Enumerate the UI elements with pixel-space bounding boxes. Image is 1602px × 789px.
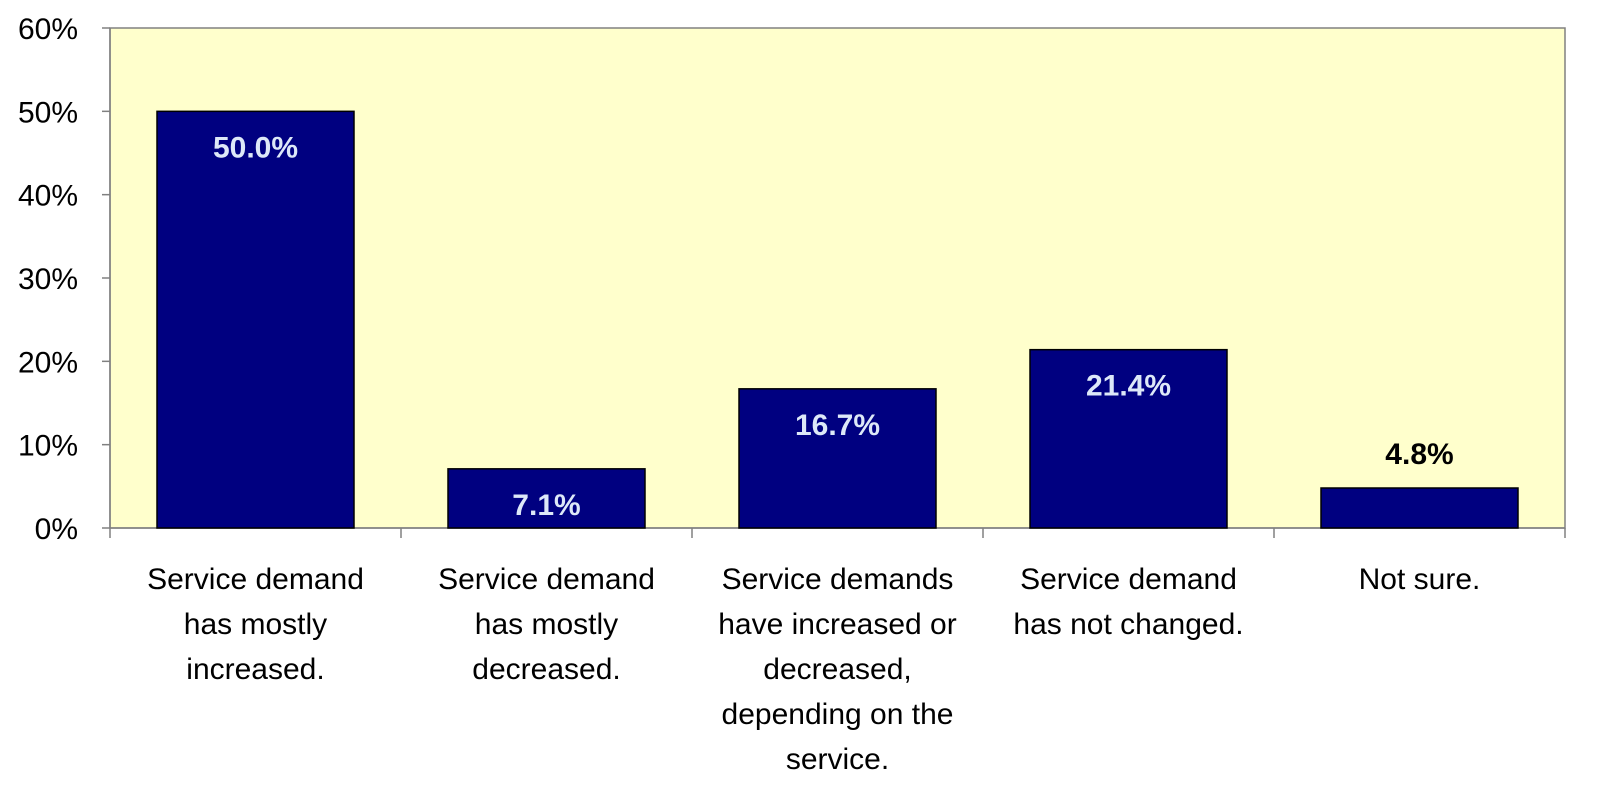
y-tick-label: 50% — [18, 96, 78, 129]
x-tick-label: Service demand has mostly increased. — [147, 563, 364, 686]
x-tick-label: Service demand has not changed. — [1013, 563, 1243, 641]
bar — [1029, 348, 1228, 529]
data-label: 50.0% — [213, 131, 298, 164]
category-labels: Service demand has mostly increased. Servic… — [147, 563, 1480, 776]
bar — [447, 468, 646, 529]
x-axis — [109, 527, 1566, 538]
y-tick-label: 30% — [18, 263, 78, 296]
data-label: 16.7% — [795, 409, 880, 442]
y-tick-label: 20% — [18, 346, 78, 379]
x-tick-label: Service demand has mostly decreased. — [438, 563, 655, 686]
y-tick-label: 60% — [18, 13, 78, 46]
bar — [1320, 487, 1519, 529]
y-tick-label: 10% — [18, 430, 78, 463]
data-labels: 50.0% 7.1% 16.7% 21.4% 4.8% — [213, 131, 1454, 522]
y-axis: 0% 10% 20% 30% 40% 50% 60% — [18, 13, 111, 546]
bar — [156, 110, 355, 529]
bar — [738, 388, 937, 529]
bar-series — [156, 110, 1519, 529]
x-tick-label: Not sure. — [1359, 563, 1481, 596]
x-tick-label: Service demands have increased or decrease… — [718, 563, 956, 776]
data-label: 4.8% — [1385, 438, 1453, 471]
data-label: 7.1% — [512, 489, 580, 522]
data-label: 21.4% — [1086, 370, 1171, 403]
y-tick-label: 40% — [18, 180, 78, 213]
y-tick-label: 0% — [35, 513, 78, 546]
